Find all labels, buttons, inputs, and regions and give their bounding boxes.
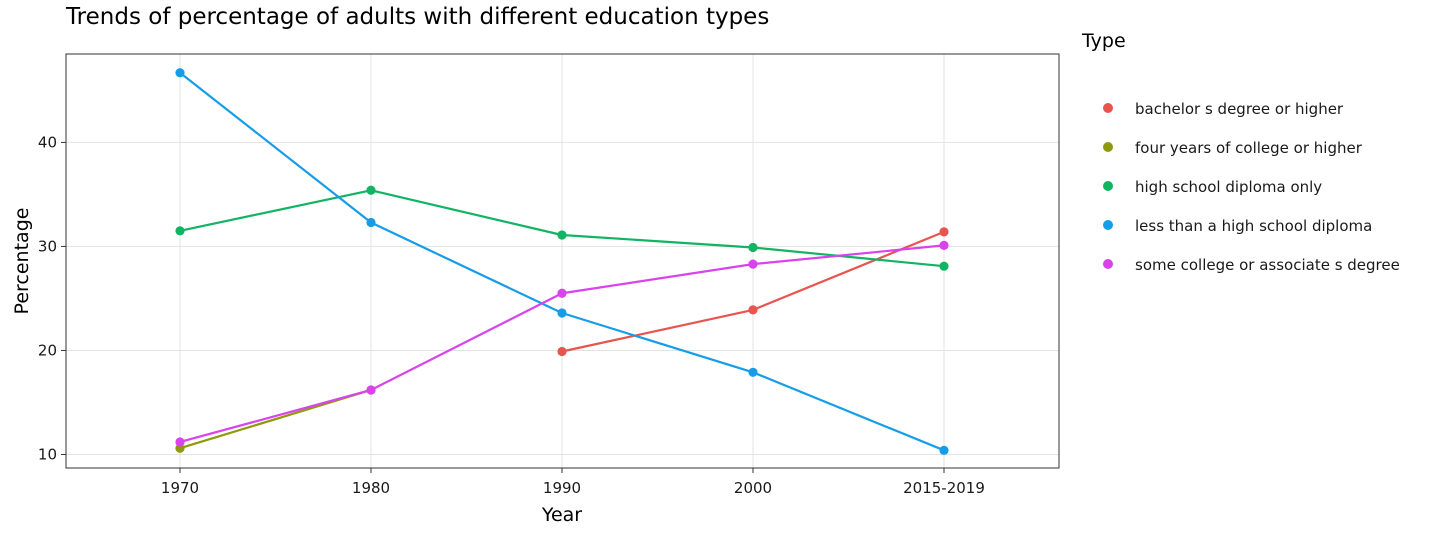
legend-key [1103, 259, 1113, 269]
legend-label: some college or associate s degree [1135, 256, 1400, 274]
legend-label: less than a high school diploma [1135, 217, 1372, 235]
data-point [748, 259, 758, 269]
x-axis-title: Year [541, 504, 582, 526]
data-point [939, 261, 949, 271]
legend: Type bachelor s degree or higher four yea… [1081, 30, 1400, 274]
legend-key [1103, 220, 1113, 230]
legend-key [1103, 142, 1113, 152]
data-point [366, 385, 376, 395]
series-group [175, 185, 949, 271]
legend-key [1103, 181, 1113, 191]
legend-key [1103, 103, 1113, 113]
axis-layer: 1970 1980 1990 2000 2015-2019 10 20 30 40 [38, 133, 985, 497]
chart-title: Trends of percentage of adults with diff… [65, 4, 769, 30]
data-point [366, 217, 376, 228]
data-point [748, 367, 758, 377]
series-layer [175, 68, 949, 455]
x-tick-label: 1970 [161, 479, 199, 497]
data-point [366, 185, 376, 195]
legend-title: Type [1081, 30, 1126, 52]
data-point [939, 227, 949, 237]
data-point [175, 437, 185, 447]
data-point [557, 308, 567, 318]
data-point [175, 226, 185, 236]
y-tick-label: 10 [38, 445, 57, 463]
series-group [175, 68, 949, 455]
y-axis-title: Percentage [11, 208, 33, 315]
data-point [939, 445, 949, 455]
data-point [557, 346, 567, 357]
x-tick-label: 2000 [734, 479, 772, 497]
y-tick-label: 20 [38, 341, 57, 359]
legend-label: bachelor s degree or higher [1135, 100, 1344, 118]
x-tick-label: 1990 [543, 479, 581, 497]
legend-label: four years of college or higher [1135, 139, 1363, 157]
legend-label: high school diploma only [1135, 178, 1322, 196]
data-point [557, 288, 567, 298]
data-point [939, 240, 949, 250]
data-point [748, 242, 758, 253]
y-tick-label: 40 [38, 133, 57, 151]
series-group [557, 227, 949, 357]
x-tick-label: 1980 [352, 479, 390, 497]
grid-layer [66, 54, 1059, 468]
data-point [175, 68, 185, 78]
y-tick-label: 30 [38, 237, 57, 255]
series-group [175, 240, 949, 447]
data-point [748, 305, 758, 315]
x-tick-label: 2015-2019 [903, 479, 985, 497]
data-point [557, 230, 567, 240]
series-group [175, 385, 376, 453]
